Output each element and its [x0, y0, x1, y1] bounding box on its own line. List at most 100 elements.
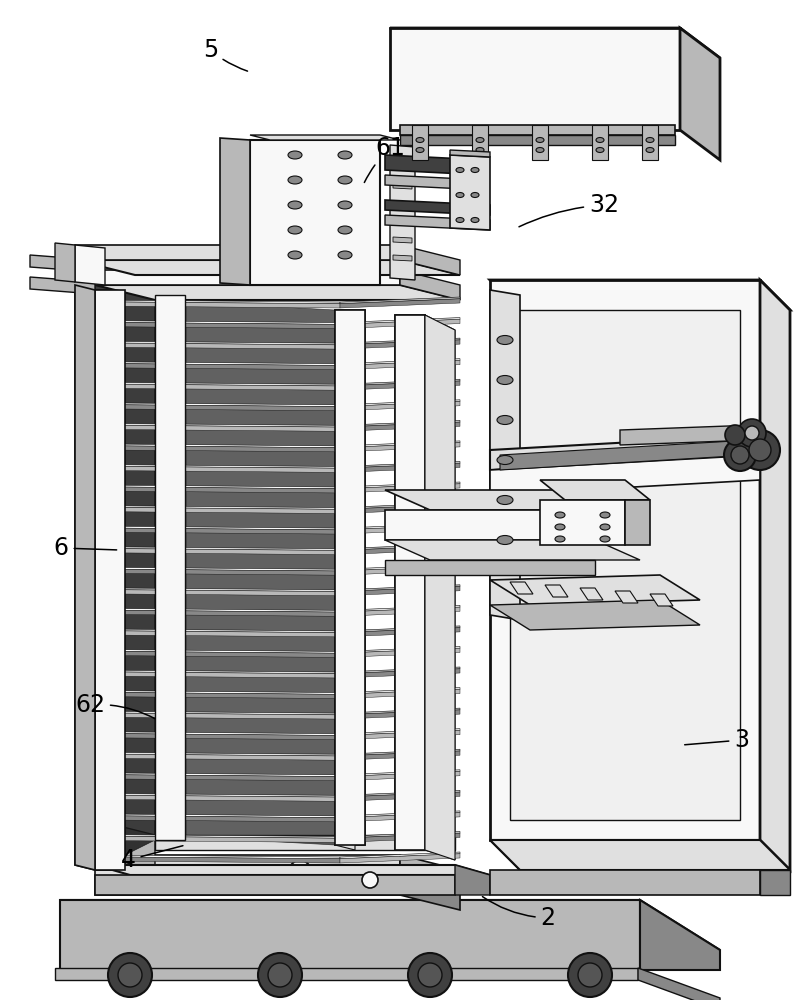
Polygon shape	[75, 285, 95, 870]
Polygon shape	[425, 315, 455, 860]
Ellipse shape	[416, 137, 424, 142]
Polygon shape	[490, 840, 790, 870]
Polygon shape	[642, 125, 658, 160]
Polygon shape	[340, 667, 460, 674]
Polygon shape	[385, 155, 485, 175]
Polygon shape	[340, 688, 460, 694]
Polygon shape	[385, 540, 640, 560]
Polygon shape	[395, 315, 425, 850]
Polygon shape	[95, 547, 340, 550]
Polygon shape	[340, 400, 460, 407]
Polygon shape	[540, 500, 625, 545]
Circle shape	[731, 446, 749, 464]
Polygon shape	[472, 125, 488, 160]
Ellipse shape	[497, 375, 513, 384]
Polygon shape	[95, 302, 340, 308]
Polygon shape	[95, 343, 340, 349]
Polygon shape	[95, 588, 340, 592]
Polygon shape	[425, 315, 455, 860]
Polygon shape	[340, 360, 460, 370]
Polygon shape	[532, 125, 548, 160]
Polygon shape	[95, 631, 340, 637]
Circle shape	[749, 439, 771, 461]
Ellipse shape	[338, 151, 352, 159]
Polygon shape	[95, 548, 340, 555]
Polygon shape	[340, 463, 460, 472]
Polygon shape	[393, 255, 412, 261]
Polygon shape	[340, 297, 460, 304]
Polygon shape	[95, 691, 340, 694]
Ellipse shape	[288, 201, 302, 209]
Polygon shape	[580, 588, 603, 600]
Polygon shape	[95, 487, 340, 493]
Polygon shape	[95, 855, 340, 859]
Polygon shape	[620, 425, 755, 445]
Ellipse shape	[646, 147, 654, 152]
Polygon shape	[95, 285, 460, 300]
Polygon shape	[250, 135, 400, 140]
Polygon shape	[385, 200, 490, 215]
Polygon shape	[640, 900, 720, 970]
Polygon shape	[450, 155, 490, 230]
Polygon shape	[540, 480, 650, 500]
Polygon shape	[95, 713, 340, 719]
Polygon shape	[340, 299, 460, 308]
Polygon shape	[490, 600, 700, 630]
Polygon shape	[155, 300, 335, 845]
Polygon shape	[95, 506, 340, 509]
Polygon shape	[400, 125, 675, 135]
Ellipse shape	[646, 137, 654, 142]
Polygon shape	[340, 319, 460, 329]
Polygon shape	[95, 300, 340, 304]
Circle shape	[568, 953, 612, 997]
Polygon shape	[340, 525, 460, 534]
Circle shape	[362, 872, 378, 888]
Polygon shape	[95, 711, 340, 715]
Polygon shape	[340, 729, 460, 735]
Polygon shape	[340, 792, 460, 801]
Polygon shape	[95, 670, 340, 674]
Polygon shape	[340, 503, 460, 509]
Polygon shape	[95, 857, 340, 863]
Polygon shape	[340, 772, 460, 781]
Polygon shape	[95, 590, 340, 596]
Polygon shape	[335, 310, 365, 845]
Polygon shape	[220, 138, 250, 285]
Polygon shape	[155, 835, 455, 850]
Polygon shape	[340, 751, 460, 760]
Polygon shape	[490, 870, 760, 895]
Polygon shape	[340, 443, 460, 452]
Polygon shape	[95, 382, 340, 386]
Ellipse shape	[338, 201, 352, 209]
Polygon shape	[95, 466, 340, 472]
Polygon shape	[95, 816, 340, 822]
Polygon shape	[95, 362, 340, 365]
Polygon shape	[650, 594, 673, 606]
Ellipse shape	[497, 536, 513, 544]
Polygon shape	[340, 770, 460, 777]
Text: 3: 3	[684, 728, 750, 752]
Polygon shape	[95, 608, 340, 612]
Polygon shape	[490, 435, 760, 470]
Polygon shape	[95, 446, 340, 452]
Polygon shape	[490, 840, 790, 870]
Text: 61: 61	[364, 136, 405, 182]
Polygon shape	[385, 215, 490, 230]
Polygon shape	[400, 245, 460, 275]
Ellipse shape	[288, 251, 302, 259]
Polygon shape	[760, 870, 790, 895]
Polygon shape	[340, 605, 460, 612]
Polygon shape	[95, 610, 340, 616]
Polygon shape	[250, 140, 380, 285]
Polygon shape	[340, 420, 460, 427]
Polygon shape	[95, 322, 340, 329]
Ellipse shape	[338, 251, 352, 259]
Ellipse shape	[600, 524, 610, 530]
Polygon shape	[340, 422, 460, 431]
Polygon shape	[340, 461, 460, 468]
Polygon shape	[450, 150, 490, 157]
Polygon shape	[390, 28, 720, 58]
Polygon shape	[490, 280, 760, 840]
Ellipse shape	[471, 218, 479, 223]
Polygon shape	[340, 626, 460, 633]
